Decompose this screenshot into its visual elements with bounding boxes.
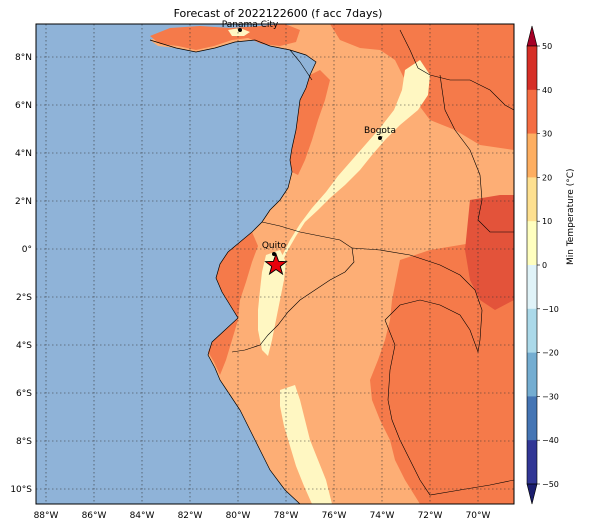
lon-tick: 84°W [130, 511, 155, 521]
colorbar-label: Min Temperature (°C) [566, 168, 576, 265]
land-central-america [150, 24, 300, 50]
map-frame [35, 23, 515, 505]
city-dot-bogota [378, 136, 382, 140]
lon-tick: 86°W [82, 511, 107, 521]
colorbar-tick-label: 0 [542, 261, 547, 270]
colorbar-tick-label: −50 [542, 480, 559, 489]
colorbar-segment [527, 221, 537, 266]
colorbar-segment [527, 440, 537, 485]
lon-tick: 78°W [274, 511, 299, 521]
colorbar-segment [527, 265, 537, 310]
colorbar-extend-top [526, 25, 538, 47]
colorbar-segment [527, 46, 537, 91]
city-dot-quito [272, 252, 276, 256]
colorbar-tick-label: −40 [542, 436, 559, 445]
colorbar-tick-label: 10 [542, 217, 552, 226]
city-dot-panama-city [238, 28, 242, 32]
lon-tick: 80°W [226, 511, 251, 521]
country-border-panama [289, 49, 313, 81]
colorbar-extend-bottom [526, 483, 538, 505]
lon-tick: 72°W [418, 511, 443, 521]
colorbar-segment [527, 177, 537, 222]
lat-tick: 10°S [10, 485, 32, 495]
lat-tick: 2°S [16, 293, 32, 303]
land-temp-0-10-andes-north [276, 60, 430, 270]
star-marker-icon [264, 252, 288, 276]
lat-tick: 6°N [15, 101, 32, 111]
lon-tick: 70°W [466, 511, 491, 521]
lat-tick: 6°S [16, 389, 32, 399]
colorbar-segment [527, 133, 537, 178]
coastline [149, 39, 317, 504]
country-border-colombia-ecuador [231, 221, 355, 353]
lat-tick: 8°N [15, 53, 32, 63]
city-label-panama-city: Panama City [222, 20, 279, 30]
map-title: Forecast of 2022122600 (f acc 7days) [173, 7, 383, 20]
colorbar-segment [527, 89, 537, 134]
lat-tick: 0° [22, 245, 32, 255]
land-temp-0-10-panama [228, 28, 250, 36]
colorbar-tick-label: 40 [542, 86, 552, 95]
land-temp-0-10-peru [280, 385, 332, 504]
lat-tick: 4°N [15, 149, 32, 159]
lon-tick: 76°W [322, 511, 347, 521]
colorbar-tick-label: −20 [542, 349, 559, 358]
country-border-colombia-brazil [351, 247, 483, 354]
city-label-bogota: Bogota [364, 126, 396, 136]
colorbar [526, 25, 538, 505]
land-temp-0-10-andes-south [258, 250, 286, 356]
lat-tick: 2°N [15, 197, 32, 207]
land-temp-20-30-west-coast [290, 70, 330, 175]
city-label-quito: Quito [262, 241, 287, 251]
land-temp-30-40 [465, 195, 514, 310]
gridlines [36, 24, 514, 504]
lon-tick: 82°W [178, 511, 203, 521]
lat-tick: 8°S [16, 437, 32, 447]
lat-tick: 4°S [16, 341, 32, 351]
colorbar-segment [527, 396, 537, 441]
colorbar-tick-label: 30 [542, 130, 552, 139]
land-temp-20-30-coast [208, 232, 258, 375]
lon-tick: 88°W [34, 511, 59, 521]
colorbar-ticks: 50 40 30 20 10 0 −10 −20 −30 −40 −50 [537, 42, 559, 489]
colorbar-tick-label: −10 [542, 305, 559, 314]
colorbar-segment [527, 308, 537, 353]
colorbar-segment [527, 352, 537, 397]
country-border-colombia-venezuela [399, 29, 514, 233]
colorbar-tick-label: 20 [542, 173, 552, 182]
colorbar-tick-label: 50 [542, 42, 552, 51]
lon-tick: 74°W [370, 511, 395, 521]
colorbar-tick-label: −30 [542, 392, 559, 401]
